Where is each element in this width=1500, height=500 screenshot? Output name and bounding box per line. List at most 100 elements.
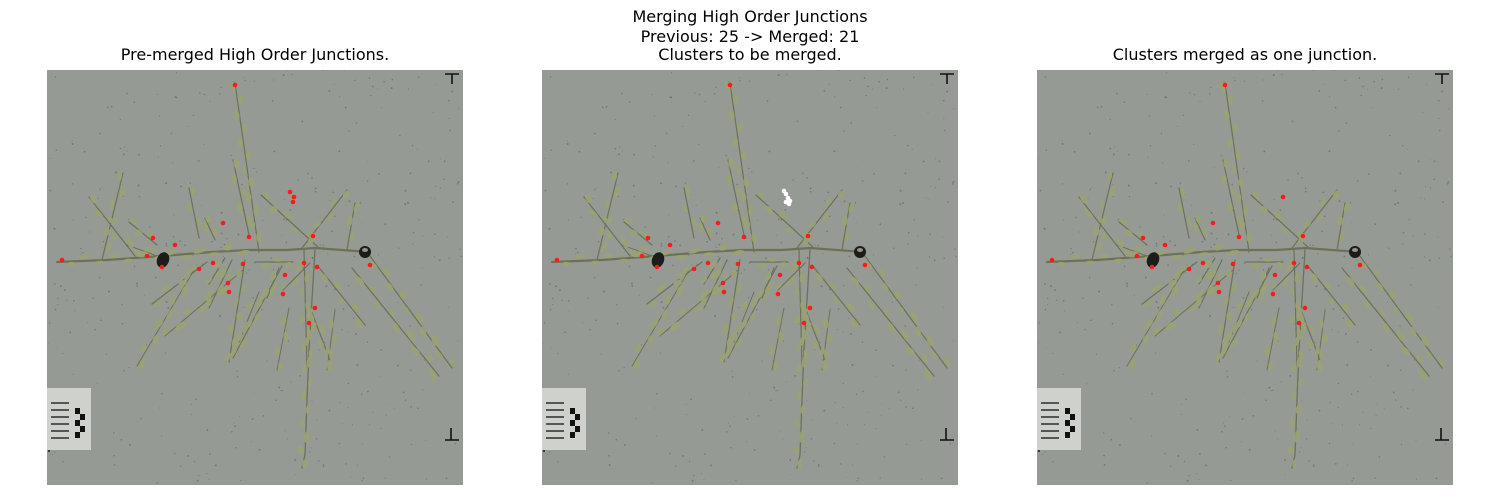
plant-leaf [236, 249, 250, 256]
plant-leaf [431, 335, 439, 347]
plant-leaf [724, 348, 732, 358]
plant-leaf [1228, 95, 1234, 105]
junction-marker [1162, 242, 1168, 248]
junction-marker [144, 253, 150, 259]
plant-leaf [1260, 281, 1269, 293]
plant-branch [1228, 291, 1250, 343]
plant-leaf [1209, 267, 1217, 280]
plant-branch [204, 217, 216, 241]
plant-leaf [1221, 338, 1228, 351]
plant-leaf [109, 198, 115, 210]
plant-leaf [1201, 227, 1209, 237]
plant-leaf [1294, 272, 1300, 284]
plant-image-merged [1037, 70, 1453, 485]
junction-marker [312, 305, 318, 311]
plant-leaf [1328, 297, 1335, 306]
plant-leaf [248, 177, 255, 189]
plant-leaf [778, 331, 784, 344]
plant-branch [351, 267, 440, 377]
junction-marker [367, 262, 373, 268]
plant-leaf [660, 249, 673, 256]
plant-leaf [263, 190, 270, 201]
plant-leaf [1298, 349, 1303, 361]
plant-leaf [740, 192, 747, 202]
plant-leaf [1120, 217, 1128, 225]
junction-marker [1357, 262, 1363, 268]
seed-blob [1146, 252, 1160, 268]
plant-leaf [80, 253, 91, 260]
plant-leaf [353, 202, 360, 214]
panel-title-clusters: Clusters to be merged. [658, 45, 842, 64]
junction-markers [59, 82, 373, 326]
plant-leaf [1226, 249, 1240, 256]
plant-leaf [1260, 272, 1267, 281]
plant-leaf [109, 253, 119, 259]
plant-leaf [1197, 252, 1211, 257]
plant-leaf [881, 282, 889, 292]
plant-leaf [849, 276, 860, 286]
junction-marker [290, 199, 296, 205]
plant-leaf [1298, 377, 1303, 387]
plant-leaf [301, 343, 307, 353]
plant-leaf [800, 404, 806, 414]
plant-leaf [926, 335, 934, 347]
plant-leaf [246, 301, 253, 310]
junction-markers [1049, 82, 1363, 326]
plant-leaf [153, 319, 164, 330]
plant-leaf [1165, 321, 1176, 331]
plant-leaf [562, 261, 571, 267]
plant-leaf [741, 215, 748, 225]
plant-leaf [775, 316, 782, 328]
plant-leaf [1223, 296, 1229, 307]
plant-main-stem [55, 246, 371, 264]
plant-leaf [794, 287, 800, 297]
junction-marker [1230, 261, 1236, 267]
plant-leaf [825, 197, 832, 207]
plant-leaf [1319, 349, 1324, 361]
plant-leaf [1080, 194, 1088, 204]
plant-leaf [1183, 248, 1196, 254]
plant-leaf [346, 215, 353, 227]
junction-marker [1302, 305, 1308, 311]
plant-leaf [272, 257, 284, 262]
plant-leaf [1287, 445, 1294, 455]
plant-leaf [743, 177, 750, 189]
plant-leaf [1246, 232, 1253, 244]
plant-leaf [815, 273, 824, 283]
plant-leaf [1294, 335, 1300, 346]
plant-leaf [1251, 262, 1262, 269]
plant-leaf [1083, 208, 1094, 218]
plant-leaf [205, 214, 212, 224]
seed-highlight [362, 248, 368, 252]
plant-leaf [67, 261, 76, 267]
panel-merged [1037, 70, 1453, 485]
plant-leaf [841, 215, 848, 227]
plant-leaf [731, 269, 737, 278]
plant-leaf [389, 308, 395, 317]
plant-root-system [1045, 82, 1446, 469]
plant-branch [821, 309, 831, 371]
plant-leaf [1243, 204, 1249, 217]
plant-leaf [698, 222, 704, 234]
junction-marker [775, 291, 781, 297]
plant-branch [1178, 187, 1190, 239]
plant-leaf [699, 289, 709, 301]
plant-leaf [205, 298, 212, 307]
plant-branch [703, 259, 728, 309]
plant-taproot [301, 249, 316, 469]
junction-marker [1186, 266, 1192, 272]
plant-leaf [679, 271, 686, 281]
plant-leaf [1316, 360, 1324, 373]
plant-leaf [410, 346, 420, 356]
plant-leaf [884, 308, 890, 317]
plant-leaf [850, 319, 859, 329]
plant-leaf [181, 285, 189, 297]
plant-leaf [1341, 303, 1351, 313]
plant-leaf [111, 232, 118, 240]
junction-marker [1215, 280, 1221, 286]
panel-clusters [542, 70, 958, 485]
plant-leaf [1108, 186, 1116, 198]
plant-leaf [1113, 258, 1124, 263]
plant-leaf [1195, 298, 1202, 307]
plant-leaf [1213, 244, 1224, 251]
